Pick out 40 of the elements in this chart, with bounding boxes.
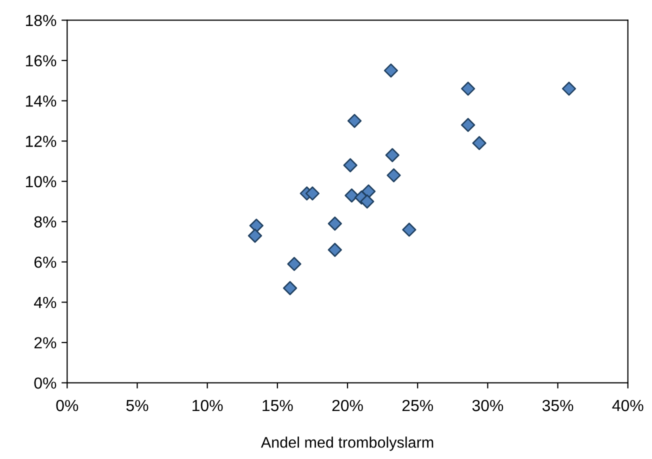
point — [461, 82, 476, 96]
point — [461, 118, 476, 132]
y-tick-label: 18% — [26, 14, 56, 26]
point — [386, 168, 401, 182]
point — [360, 194, 374, 209]
y-tick-label: 4% — [34, 296, 56, 308]
point — [344, 188, 359, 203]
point — [385, 148, 400, 162]
point — [328, 242, 342, 257]
point — [282, 281, 298, 296]
point — [343, 158, 358, 172]
y-tick-label: 14% — [26, 95, 56, 107]
point — [328, 216, 342, 231]
y-tick-label: 0% — [34, 377, 56, 389]
x-tick-label: 5% — [126, 400, 148, 412]
point — [472, 136, 486, 150]
point — [249, 218, 264, 233]
x-tick-label: 0% — [56, 400, 78, 412]
x-tick-label: 40% — [612, 400, 644, 412]
y-tick-label: 6% — [34, 256, 56, 268]
point — [248, 228, 262, 243]
y-tick-label: 10% — [26, 176, 56, 188]
y-tick-label: 8% — [34, 216, 56, 228]
point — [402, 222, 416, 237]
point — [305, 186, 320, 201]
point — [287, 256, 302, 272]
x-tick-label: 35% — [542, 400, 574, 412]
point — [347, 114, 362, 128]
y-tick-label: 16% — [26, 55, 56, 66]
point — [384, 63, 398, 78]
y-tick-label: 12% — [26, 136, 56, 147]
x-tick-label: 10% — [192, 400, 223, 412]
y-tick-label: 2% — [34, 337, 56, 348]
point — [361, 184, 376, 198]
x-axis-title: Andel med trombolyslarm — [260, 436, 434, 451]
x-tick-label: 15% — [262, 400, 293, 412]
x-tick-label: 25% — [402, 400, 434, 412]
x-tick-label: 20% — [332, 400, 363, 412]
x-tick-label: 30% — [472, 400, 504, 412]
point — [562, 82, 576, 96]
